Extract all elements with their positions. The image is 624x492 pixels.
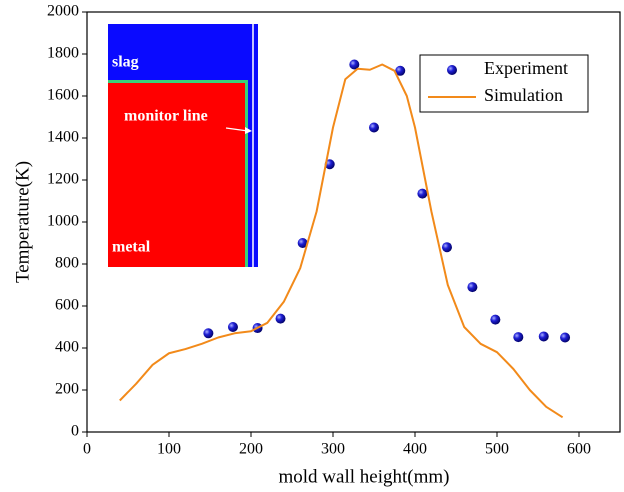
data-point [417, 188, 428, 199]
arrow [225, 127, 249, 132]
data-point [490, 314, 501, 325]
x-axis-label: mold wall height(mm) [279, 466, 450, 487]
data-point [467, 282, 478, 293]
legend-marker [447, 65, 457, 75]
y-axis-label: Temperature(K) [12, 161, 33, 283]
inset: slag monitor line metal [108, 24, 258, 267]
legend-box [419, 54, 589, 113]
y-tick-label: 1600 [47, 87, 79, 104]
data-point [349, 59, 360, 70]
y-tick-label: 400 [55, 339, 79, 356]
line [119, 63, 564, 419]
data-point [275, 313, 286, 324]
data-point [513, 332, 524, 343]
arrow-head [245, 127, 252, 134]
legend-label: Simulation [484, 85, 563, 105]
y-tick-label: 800 [55, 255, 79, 272]
y-tick-label: 0 [71, 423, 79, 440]
inset-label: monitor line [124, 108, 208, 125]
data-point [441, 242, 452, 253]
x-tick-label: 100 [157, 441, 181, 458]
x-tick-label: 500 [485, 441, 509, 458]
x-tick-label: 600 [567, 441, 591, 458]
data-point [297, 238, 308, 248]
x-tick-label: 0 [83, 441, 91, 458]
legend-label: Experiment [484, 58, 568, 78]
y-tick-label: 1000 [47, 213, 79, 230]
y-tick-label: 1200 [47, 171, 79, 188]
y-tick-label: 600 [55, 297, 79, 314]
y-tick-label: 2000 [47, 3, 79, 20]
data-point [395, 65, 406, 76]
x-tick-label: 400 [403, 441, 427, 458]
data-point [227, 322, 238, 332]
data-point [538, 331, 549, 342]
x-tick-label: 300 [321, 441, 345, 458]
y-tick-label: 1400 [47, 129, 79, 146]
y-tick-label: 200 [55, 381, 79, 398]
metal-region [108, 83, 245, 267]
inset-label: slag [112, 54, 139, 71]
data-point [369, 122, 379, 133]
y-tick-label: 1800 [47, 45, 79, 62]
data-point [560, 332, 571, 343]
inset-label: metal [112, 239, 151, 256]
x-tick-label: 200 [239, 441, 263, 458]
data-point [203, 328, 214, 339]
